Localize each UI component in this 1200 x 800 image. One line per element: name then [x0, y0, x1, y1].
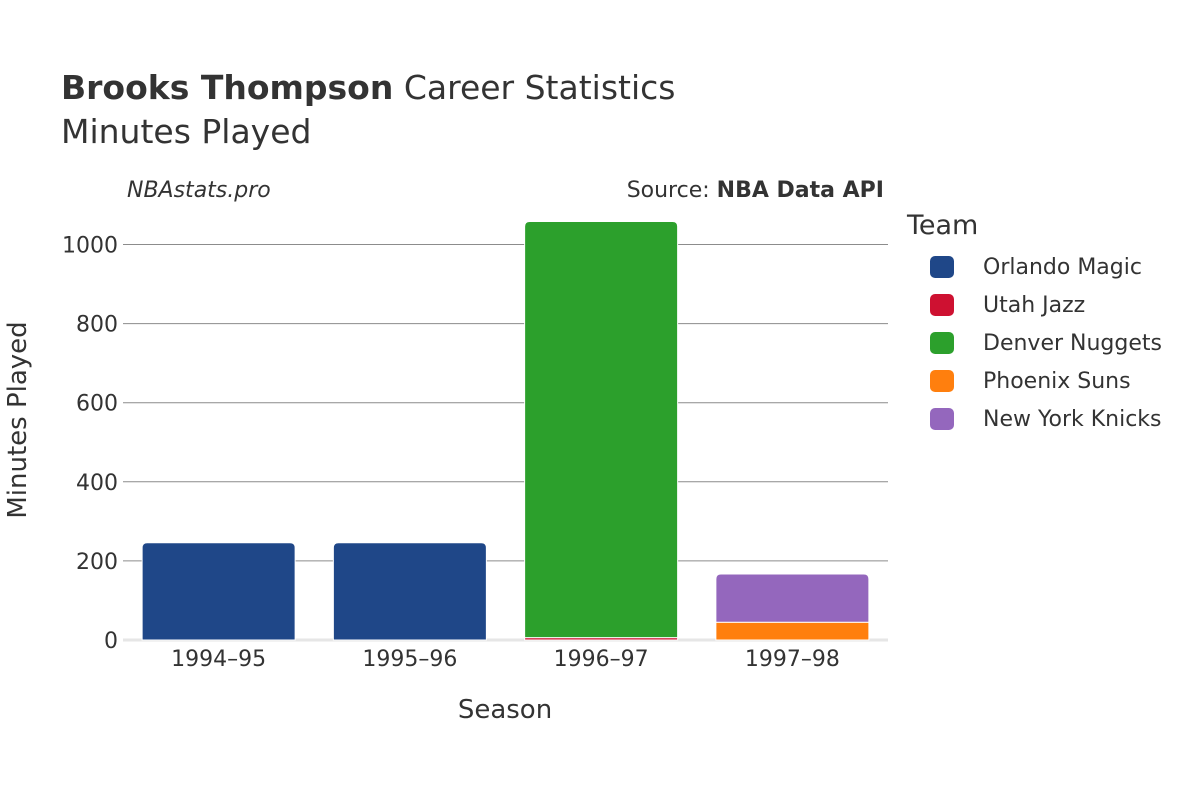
y-tick-label: 1000 — [62, 234, 118, 259]
legend-swatch — [930, 256, 954, 278]
y-axis-label: Minutes Played — [3, 321, 33, 519]
legend-item[interactable]: New York Knicks — [930, 404, 1162, 434]
y-tick-label: 800 — [76, 313, 118, 338]
bar-segment[interactable] — [715, 573, 870, 623]
source-label: Source: NBA Data API — [627, 178, 884, 203]
legend-label: New York Knicks — [983, 406, 1162, 432]
x-tick-label: 1995–96 — [362, 647, 457, 672]
x-tick-label: 1994–95 — [171, 647, 266, 672]
title-rest: Career Statistics — [393, 68, 676, 107]
legend-swatch — [930, 332, 954, 354]
legend-label: Denver Nuggets — [983, 330, 1162, 356]
legend-item[interactable]: Orlando Magic — [930, 252, 1142, 282]
x-axis-label: Season — [457, 695, 553, 725]
legend-label: Phoenix Suns — [983, 368, 1131, 394]
legend-label: Orlando Magic — [983, 254, 1142, 280]
brand-label: NBAstats.pro — [127, 178, 271, 203]
y-tick-label: 600 — [76, 392, 118, 417]
x-tick-label: 1997–98 — [745, 647, 840, 672]
legend-title: Team — [907, 210, 979, 241]
x-tick-label: 1996–97 — [554, 647, 649, 672]
legend-item[interactable]: Denver Nuggets — [930, 328, 1162, 358]
legend-item[interactable]: Phoenix Suns — [930, 366, 1131, 396]
bar-segment[interactable] — [141, 542, 296, 641]
x-tick-labels: 1994–95 1995–96 1996–97 1997–98 — [171, 647, 840, 672]
source-prefix: Source: — [626, 178, 717, 203]
y-tick-label: 0 — [104, 629, 118, 654]
bars — [141, 221, 870, 641]
bar-segment[interactable] — [715, 621, 870, 641]
player-name: Brooks Thompson — [61, 68, 394, 107]
y-tick-labels: 0 200 400 600 800 1000 — [62, 234, 118, 655]
legend-swatch — [930, 408, 954, 430]
y-tick-label: 400 — [76, 471, 118, 496]
chart-subtitle: Minutes Played — [61, 112, 312, 151]
bar-segment[interactable] — [332, 542, 487, 641]
chart-title: Brooks Thompson Career Statistics — [61, 68, 675, 108]
legend-label: Utah Jazz — [983, 292, 1086, 318]
y-tick-label: 200 — [76, 550, 118, 575]
bar-segment[interactable] — [524, 221, 679, 639]
legend-swatch — [930, 370, 954, 392]
legend-item[interactable]: Utah Jazz — [930, 290, 1085, 320]
source-name: NBA Data API — [716, 178, 884, 203]
legend-swatch — [930, 294, 954, 316]
